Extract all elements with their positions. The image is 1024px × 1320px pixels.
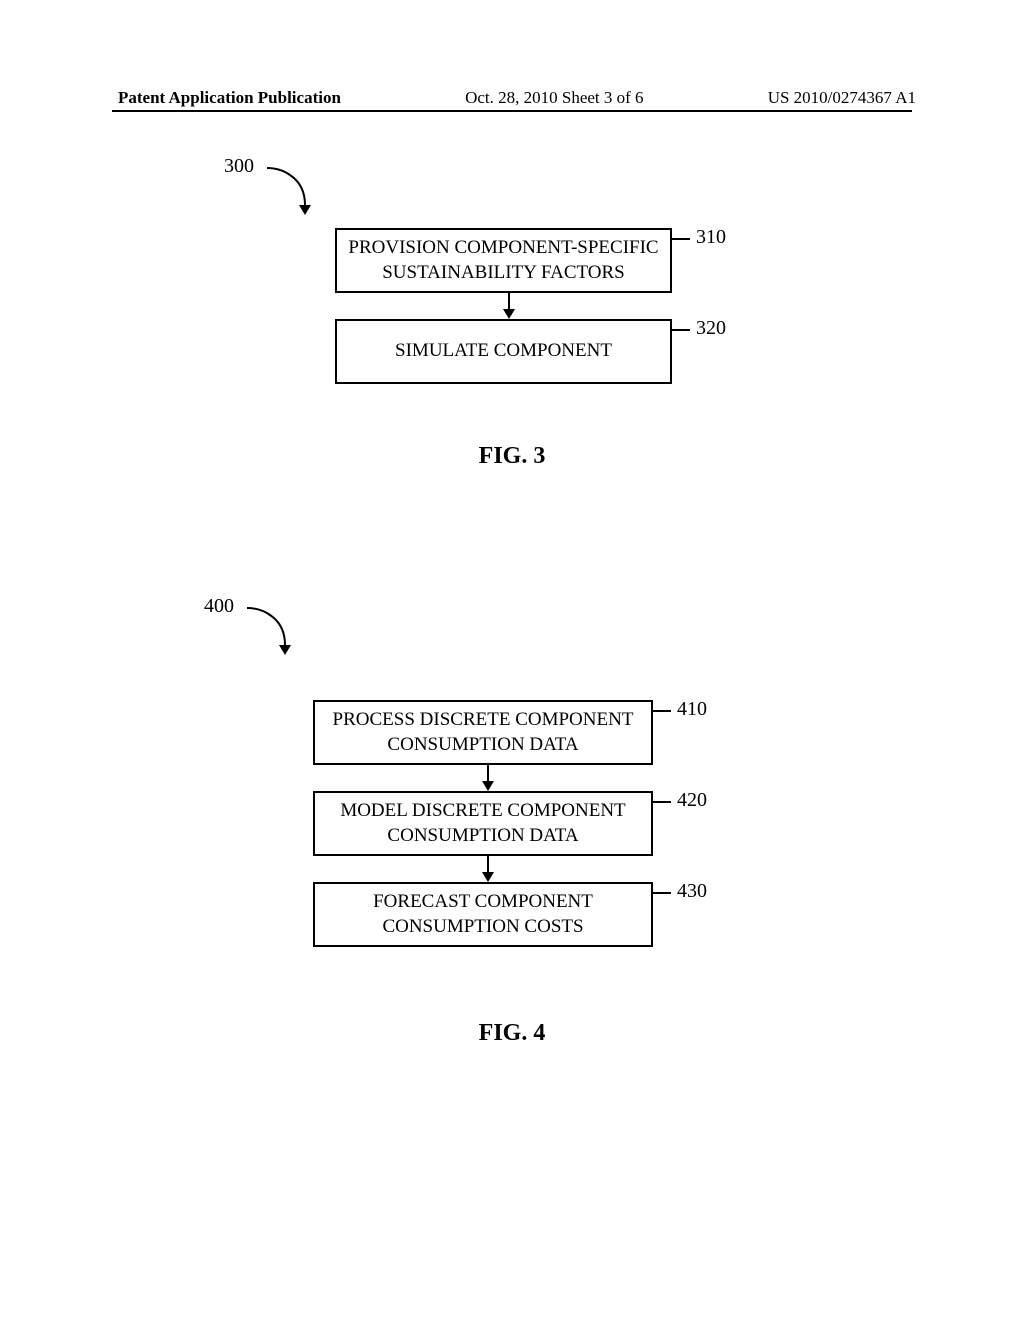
box-310-line1: PROVISION COMPONENT-SPECIFIC	[348, 236, 658, 261]
box-430-line2: CONSUMPTION COSTS	[382, 915, 583, 940]
box-430: FORECAST COMPONENT CONSUMPTION COSTS	[313, 882, 653, 947]
box-420: MODEL DISCRETE COMPONENT CONSUMPTION DAT…	[313, 791, 653, 856]
fig3-caption: FIG. 3	[0, 443, 1024, 470]
box-310: PROVISION COMPONENT-SPECIFIC SUSTAINABIL…	[335, 228, 672, 293]
box-320: SIMULATE COMPONENT	[335, 319, 672, 384]
leader-320	[672, 329, 690, 331]
box-410-line2: CONSUMPTION DATA	[387, 733, 578, 758]
box-410: PROCESS DISCRETE COMPONENT CONSUMPTION D…	[313, 700, 653, 765]
box-310-line2: SUSTAINABILITY FACTORS	[382, 261, 625, 286]
arrow-420-to-430	[482, 856, 494, 882]
box-410-line1: PROCESS DISCRETE COMPONENT	[333, 708, 634, 733]
ref-label-300: 300	[224, 155, 254, 178]
ref-label-320: 320	[696, 317, 726, 340]
ref-label-420: 420	[677, 789, 707, 812]
box-420-line2: CONSUMPTION DATA	[387, 824, 578, 849]
leader-410	[653, 710, 671, 712]
page-header: Patent Application Publication Oct. 28, …	[0, 88, 1024, 108]
ref-label-400: 400	[204, 595, 234, 618]
fig4-caption: FIG. 4	[0, 1020, 1024, 1047]
header-center: Oct. 28, 2010 Sheet 3 of 6	[465, 88, 643, 108]
box-320-line1: SIMULATE COMPONENT	[395, 339, 612, 364]
ref-label-410: 410	[677, 698, 707, 721]
leader-310	[672, 238, 690, 240]
curved-arrow-300	[265, 160, 315, 220]
header-right: US 2010/0274367 A1	[768, 88, 916, 108]
box-420-line1: MODEL DISCRETE COMPONENT	[340, 799, 625, 824]
ref-label-430: 430	[677, 880, 707, 903]
box-430-line1: FORECAST COMPONENT	[373, 890, 593, 915]
ref-label-310: 310	[696, 226, 726, 249]
header-left: Patent Application Publication	[118, 88, 341, 108]
header-separator	[112, 110, 912, 112]
arrow-410-to-420	[482, 765, 494, 791]
arrow-310-to-320	[503, 293, 515, 319]
leader-420	[653, 801, 671, 803]
leader-430	[653, 892, 671, 894]
curved-arrow-400	[245, 600, 295, 660]
